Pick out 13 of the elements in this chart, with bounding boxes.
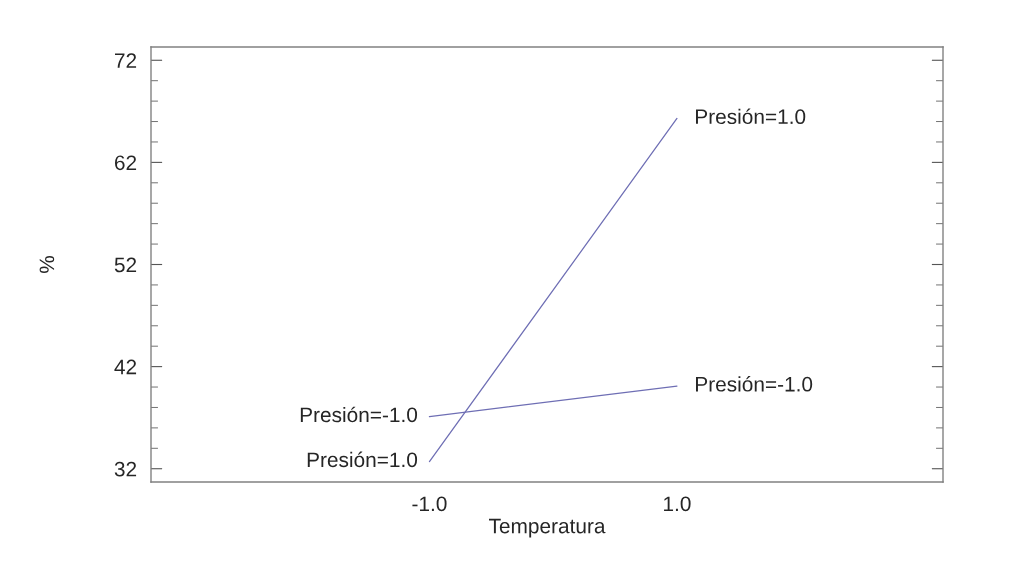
series-label: Presión=1.0 <box>307 451 418 468</box>
y-tick-label: 72 <box>115 53 137 68</box>
x-tick-label: 1.0 <box>664 496 691 512</box>
y-tick-label: 42 <box>114 359 137 375</box>
text: Presión=-1.0 <box>696 376 813 392</box>
y-tick-label: 62 <box>115 155 137 171</box>
y-axis-title: % <box>39 255 55 274</box>
y-tick-label: 52 <box>114 257 137 273</box>
x-axis-title: Temperatura <box>489 518 606 538</box>
series-label: Presión=-1.0 <box>300 406 418 423</box>
y-tick-label: 32 <box>114 461 137 477</box>
text: Presión=1.0 <box>696 108 806 125</box>
x-tick-label: -1.0 <box>412 496 447 512</box>
